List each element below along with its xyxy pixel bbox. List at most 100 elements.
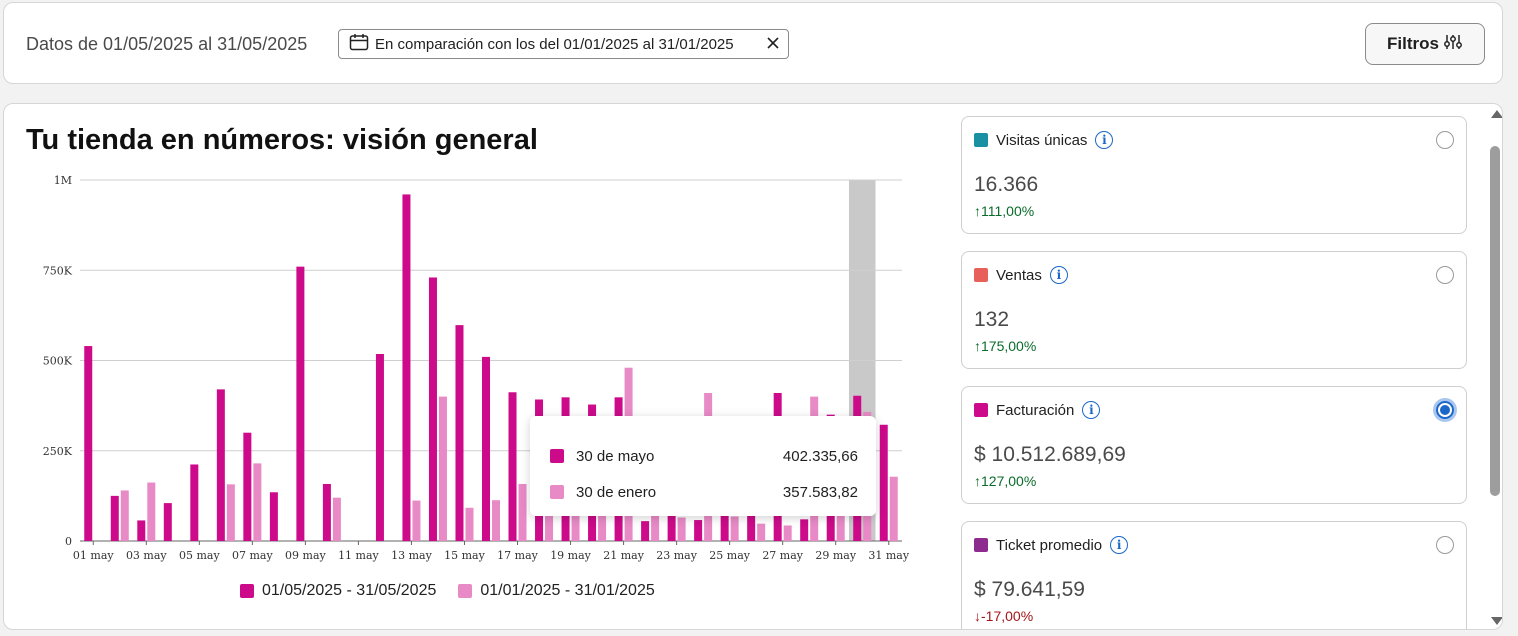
x-tick-label: 11 may — [338, 549, 379, 562]
page-title: Tu tienda en números: visión general — [26, 124, 538, 156]
y-tick-label: 750K — [43, 264, 73, 277]
bar-current[interactable] — [879, 424, 888, 541]
bar-current[interactable] — [216, 389, 225, 541]
metric-label-ventas: Ventas — [996, 266, 1042, 284]
bar-previous[interactable] — [571, 515, 580, 541]
metric-card-ventas[interactable]: Ventas i 132 ↑175,00% — [961, 251, 1467, 369]
metric-swatch-ventas — [974, 268, 988, 282]
metric-card-visitas[interactable]: Visitas únicas i 16.366 ↑111,00% — [961, 116, 1467, 234]
close-icon[interactable] — [766, 35, 780, 53]
bar-current[interactable] — [800, 519, 809, 541]
chart-legend: 01/05/2025 - 31/05/2025 01/01/2025 - 31/… — [240, 582, 655, 600]
tooltip-label-current: 30 de mayo — [576, 447, 655, 465]
metric-change-ventas: ↑175,00% — [974, 338, 1037, 354]
bar-current[interactable] — [322, 483, 331, 541]
bar-previous[interactable] — [492, 500, 500, 541]
bar-current[interactable] — [482, 356, 490, 541]
bar-previous[interactable] — [120, 490, 129, 541]
bar-current[interactable] — [190, 464, 199, 541]
metric-radio-visitas[interactable] — [1436, 131, 1454, 149]
bar-current[interactable] — [720, 515, 729, 541]
filters-button-label: Filtros — [1387, 34, 1439, 53]
info-icon[interactable]: i — [1110, 536, 1129, 554]
sliders-icon — [1443, 33, 1463, 56]
bar-previous[interactable] — [465, 507, 474, 541]
bar-previous[interactable] — [836, 509, 845, 541]
card-header: Visitas únicas i — [974, 131, 1114, 149]
bar-previous[interactable] — [730, 516, 739, 541]
y-tick-label: 1M — [54, 174, 72, 187]
overview-panel: Tu tienda en números: visión general 0 25… — [3, 103, 1503, 630]
bar-previous[interactable] — [651, 510, 660, 541]
bar-current[interactable] — [428, 277, 437, 541]
card-header: Ticket promedio i — [974, 536, 1129, 554]
tooltip-row-current: 30 de mayo 402.335,66 — [550, 438, 858, 474]
comparison-chip[interactable]: En comparación con los del 01/01/2025 al… — [338, 29, 789, 59]
bar-current[interactable] — [641, 521, 650, 541]
metric-card-ticket[interactable]: Ticket promedio i $ 79.641,59 ↓-17,00% — [961, 521, 1467, 629]
legend-label-previous: 01/01/2025 - 31/01/2025 — [480, 582, 655, 599]
x-tick-label: 21 may — [603, 549, 644, 562]
metric-change-ticket: ↓-17,00% — [974, 608, 1034, 624]
legend-swatch-current — [240, 584, 254, 598]
legend-item-current[interactable]: 01/05/2025 - 31/05/2025 — [240, 582, 436, 600]
x-tick-label: 13 may — [391, 549, 432, 562]
tooltip-value-previous: 357.583,82 — [782, 483, 858, 501]
bar-current[interactable] — [163, 503, 172, 541]
legend-item-previous[interactable]: 01/01/2025 - 31/01/2025 — [458, 582, 655, 600]
bar-previous[interactable] — [598, 511, 607, 541]
x-tick-label: 07 may — [232, 549, 273, 562]
tooltip-value-current: 402.335,66 — [782, 447, 858, 465]
bar-current[interactable] — [747, 515, 756, 541]
bar-current[interactable] — [402, 194, 411, 541]
bar-previous[interactable] — [147, 482, 156, 541]
scroll-up-icon[interactable] — [1491, 110, 1502, 118]
bar-previous[interactable] — [757, 523, 766, 541]
metric-radio-facturacion[interactable] — [1436, 401, 1454, 419]
tooltip-label-previous: 30 de enero — [576, 483, 657, 501]
date-range-text: Datos de 01/05/2025 al 31/05/2025 — [26, 34, 308, 54]
x-tick-label: 01 may — [73, 549, 114, 562]
bar-current[interactable] — [455, 325, 464, 541]
metric-swatch-facturacion — [974, 403, 988, 417]
top-filter-bar: Datos de 01/05/2025 al 31/05/2025 En com… — [3, 2, 1503, 84]
bar-current[interactable] — [508, 392, 517, 541]
scrollbar[interactable] — [1487, 104, 1502, 629]
info-icon[interactable]: i — [1049, 266, 1068, 284]
tooltip-swatch-current — [550, 449, 564, 463]
bar-current[interactable] — [375, 354, 384, 541]
bar-current[interactable] — [84, 346, 93, 541]
bar-current[interactable] — [694, 520, 703, 541]
y-tick-label: 250K — [43, 445, 73, 458]
bar-current[interactable] — [137, 520, 146, 541]
bar-current[interactable] — [110, 495, 119, 541]
filters-button[interactable]: Filtros — [1365, 23, 1485, 65]
bar-previous[interactable] — [518, 483, 527, 541]
x-tick-label: 23 may — [656, 549, 697, 562]
scroll-down-icon[interactable] — [1491, 617, 1502, 625]
bar-previous[interactable] — [677, 517, 686, 541]
y-tick-label: 0 — [65, 535, 72, 548]
scroll-thumb[interactable] — [1490, 146, 1500, 496]
bar-previous[interactable] — [332, 497, 341, 541]
x-tick-label: 09 may — [285, 549, 326, 562]
metric-value-facturacion: $ 10.512.689,69 — [974, 443, 1126, 466]
bar-previous[interactable] — [226, 484, 235, 541]
metric-value-ticket: $ 79.641,59 — [974, 578, 1085, 601]
info-icon[interactable]: i — [1082, 401, 1101, 419]
card-header: Ventas i — [974, 266, 1068, 284]
bar-current[interactable] — [269, 492, 278, 541]
bar-previous[interactable] — [438, 396, 447, 541]
metric-card-facturacion[interactable]: Facturación i $ 10.512.689,69 ↑127,00% — [961, 386, 1467, 504]
tooltip-row-previous: 30 de enero 357.583,82 — [550, 474, 858, 510]
bar-previous[interactable] — [889, 476, 898, 541]
bar-previous[interactable] — [412, 500, 421, 541]
metric-radio-ticket[interactable] — [1436, 536, 1454, 554]
info-icon[interactable]: i — [1095, 131, 1114, 149]
bar-previous[interactable] — [253, 463, 262, 541]
bar-current[interactable] — [296, 266, 305, 541]
bar-current[interactable] — [243, 432, 252, 541]
x-tick-label: 17 may — [497, 549, 538, 562]
bar-previous[interactable] — [783, 525, 792, 541]
metric-radio-ventas[interactable] — [1436, 266, 1454, 284]
